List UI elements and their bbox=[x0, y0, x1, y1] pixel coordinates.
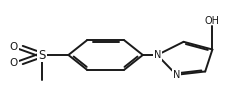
Text: N: N bbox=[154, 50, 161, 60]
Text: O: O bbox=[10, 58, 18, 68]
Text: S: S bbox=[38, 49, 46, 61]
Text: O: O bbox=[10, 42, 18, 52]
Text: N: N bbox=[173, 70, 180, 80]
Text: OH: OH bbox=[205, 16, 220, 26]
